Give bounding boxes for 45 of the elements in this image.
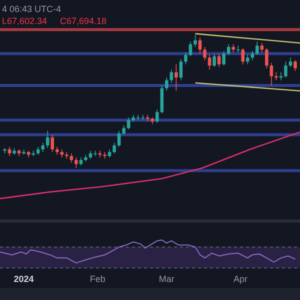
candlestick [256, 41, 259, 56]
candlestick [46, 130, 50, 148]
candlestick [117, 130, 121, 148]
x-tick-label: 2024 [14, 274, 34, 284]
candlestick [217, 53, 221, 68]
candlestick [250, 50, 254, 61]
candlestick [156, 109, 159, 124]
candlestick [41, 142, 44, 152]
candlestick [50, 134, 54, 152]
candlestick [160, 85, 164, 114]
candlestick [70, 152, 74, 164]
candlestick [203, 46, 206, 61]
x-tick-label: Mar [158, 274, 174, 284]
candlestick [241, 48, 244, 65]
candlestick [184, 52, 188, 65]
candlestick [288, 57, 292, 68]
candlestick [246, 54, 250, 65]
candlestick [236, 45, 240, 53]
candlestick [260, 42, 264, 53]
text: L67,602.34 [2, 16, 48, 26]
candlestick [222, 50, 226, 66]
candlestick [208, 54, 212, 70]
candlestick [212, 53, 216, 68]
candlestick [265, 48, 268, 69]
candlestick [188, 41, 192, 57]
candlestick [226, 44, 230, 56]
candlestick [270, 62, 274, 86]
text: C67,694.18 [60, 16, 107, 26]
text: 4 06:43 UTC-4 [2, 4, 62, 14]
x-tick-label: Feb [90, 274, 106, 284]
candlestick [122, 125, 126, 136]
candlestick [165, 77, 168, 92]
candlestick [174, 64, 178, 92]
candlestick [74, 156, 78, 168]
x-tick-label: Apr [233, 274, 248, 284]
candlestick [146, 114, 150, 122]
candlestick [8, 146, 12, 156]
candlestick [179, 58, 183, 81]
candlestick [279, 72, 283, 81]
candlestick [194, 34, 197, 48]
candlestick [126, 117, 130, 130]
candlestick [294, 60, 297, 72]
candlestick [112, 142, 116, 154]
candlestick [170, 69, 174, 84]
candlestick [284, 61, 288, 78]
